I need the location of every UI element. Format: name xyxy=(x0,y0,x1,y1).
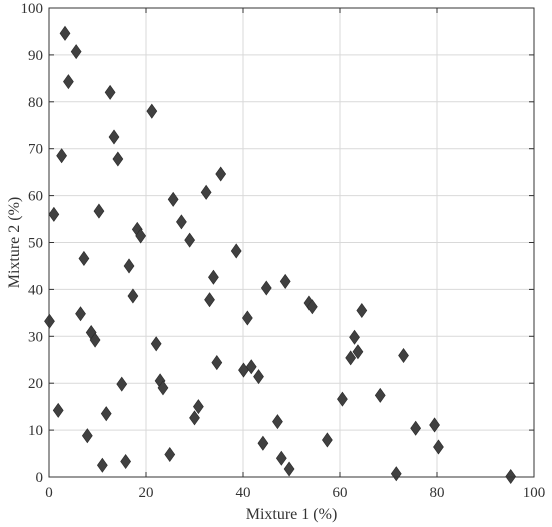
x-tick-label: 20 xyxy=(139,485,154,501)
data-points xyxy=(44,25,517,485)
data-point-marker xyxy=(59,25,71,41)
data-point-marker xyxy=(272,414,283,430)
data-point-marker xyxy=(204,292,215,308)
data-point-marker xyxy=(56,148,67,164)
data-point-marker xyxy=(283,461,295,477)
data-point-marker xyxy=(135,228,147,244)
data-point-marker xyxy=(100,406,112,422)
data-point-marker xyxy=(78,250,90,266)
data-point-marker xyxy=(176,214,187,230)
x-axis-label: Mixture 1 (%) xyxy=(246,506,338,523)
data-point-marker xyxy=(349,329,360,345)
data-point-marker xyxy=(279,273,291,289)
y-tick-label: 20 xyxy=(28,376,43,392)
y-tick-label: 40 xyxy=(28,282,43,298)
data-point-marker xyxy=(193,399,204,415)
y-tick-label: 0 xyxy=(36,470,44,486)
y-tick-label: 30 xyxy=(28,329,43,345)
data-point-marker xyxy=(81,428,93,444)
x-tick-label: 40 xyxy=(236,485,251,501)
data-point-marker xyxy=(123,258,135,274)
data-point-marker xyxy=(96,457,108,473)
y-tick-label: 80 xyxy=(28,95,43,111)
data-point-marker xyxy=(374,387,386,403)
data-point-marker xyxy=(116,376,128,392)
data-point-marker xyxy=(238,362,249,378)
y-tick-label: 60 xyxy=(28,189,43,205)
y-tick-label: 10 xyxy=(28,423,43,439)
data-point-marker xyxy=(257,435,269,451)
x-tick-label: 80 xyxy=(430,485,445,501)
axis-ticks xyxy=(48,7,535,478)
y-tick-label: 70 xyxy=(28,142,43,158)
data-point-marker xyxy=(93,203,105,219)
data-point-marker xyxy=(48,206,60,222)
y-axis-label: Mixture 2 (%) xyxy=(6,197,23,289)
data-point-marker xyxy=(337,391,348,407)
grid xyxy=(49,8,534,477)
data-point-marker xyxy=(63,74,74,90)
data-point-marker xyxy=(322,432,333,448)
data-point-marker xyxy=(429,417,440,433)
data-point-marker xyxy=(433,439,444,455)
data-point-marker xyxy=(398,348,409,364)
x-tick-label: 100 xyxy=(523,485,546,501)
data-point-marker xyxy=(306,299,318,315)
data-point-marker xyxy=(75,306,86,322)
tick-labels: 0 20 40 60 80 100 0 10 20 30 40 50 60 70 80 90 100 xyxy=(21,1,546,501)
data-point-marker xyxy=(150,336,162,352)
data-point-marker xyxy=(410,420,422,436)
data-point-marker xyxy=(184,232,196,248)
y-tick-label: 90 xyxy=(28,48,43,64)
data-point-marker xyxy=(215,166,227,182)
data-point-marker xyxy=(260,280,272,296)
data-point-marker xyxy=(104,84,116,100)
data-point-marker xyxy=(189,410,200,426)
data-point-marker xyxy=(52,402,64,418)
data-point-marker xyxy=(108,129,120,145)
data-point-marker xyxy=(127,288,139,304)
data-point-marker xyxy=(146,103,158,119)
data-point-marker xyxy=(157,380,169,396)
y-tick-label: 50 xyxy=(28,236,43,252)
data-point-marker xyxy=(275,450,287,466)
data-point-marker xyxy=(352,344,364,360)
data-point-marker xyxy=(230,243,242,259)
data-point-marker xyxy=(345,350,357,366)
data-point-marker xyxy=(253,369,264,385)
data-point-marker xyxy=(356,302,368,319)
data-point-marker xyxy=(164,446,176,463)
x-tick-label: 0 xyxy=(45,485,53,501)
data-point-marker xyxy=(211,355,223,371)
data-point-marker xyxy=(241,310,253,326)
data-point-marker xyxy=(112,151,124,167)
data-point-marker xyxy=(245,359,257,375)
data-point-marker xyxy=(167,191,179,207)
y-tick-label: 100 xyxy=(21,1,44,17)
data-point-marker xyxy=(89,332,101,348)
data-point-marker xyxy=(120,454,131,470)
data-point-marker xyxy=(70,44,82,60)
data-point-marker xyxy=(200,184,212,200)
data-point-marker xyxy=(208,269,219,285)
x-tick-label: 60 xyxy=(333,485,348,501)
data-point-marker xyxy=(390,466,402,482)
